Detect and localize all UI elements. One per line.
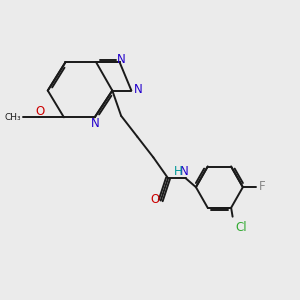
Text: CH₃: CH₃ [5, 113, 21, 122]
Text: N: N [117, 53, 125, 66]
Text: O: O [151, 193, 160, 206]
Text: O: O [35, 106, 44, 118]
Text: F: F [259, 180, 265, 193]
Text: N: N [91, 117, 100, 130]
Text: Cl: Cl [236, 220, 247, 234]
Text: N: N [180, 165, 189, 178]
Text: N: N [134, 83, 142, 97]
Text: H: H [174, 165, 183, 178]
